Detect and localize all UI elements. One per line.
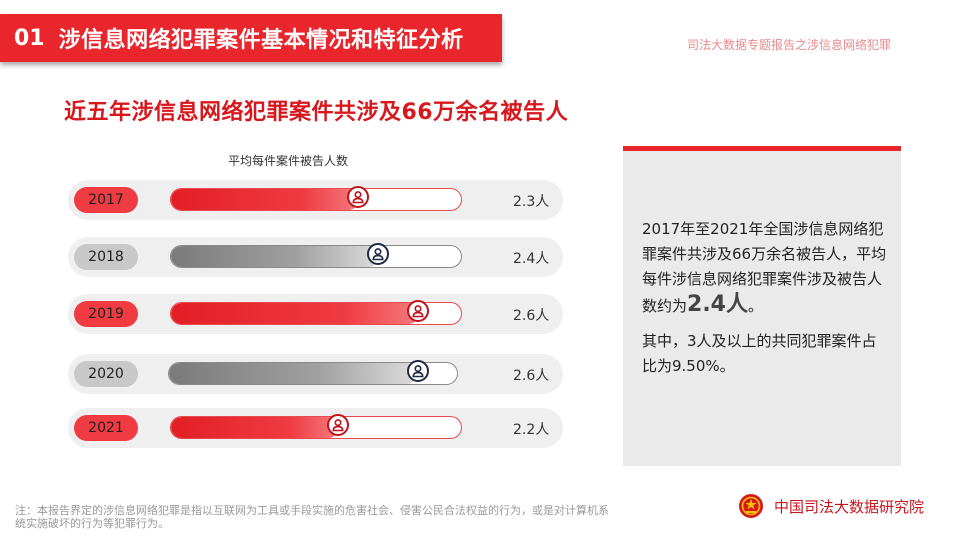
bar-fill xyxy=(169,363,417,384)
value-label: 2.4人 xyxy=(513,251,550,267)
report-series-title: 司法大数据专题报告之涉信息网络犯罪 xyxy=(686,38,891,52)
chart-row-2021: 2021 2.2人 xyxy=(68,408,563,448)
info-paragraph-1-end: 。 xyxy=(748,297,764,315)
year-label: 2017 xyxy=(74,187,138,213)
section-title: 涉信息网络犯罪案件基本情况和特征分析 xyxy=(58,28,464,53)
info-paragraph-1-text: 2017年至2021年全国涉信息网络犯罪案件共涉及66万余名被告人，平均每件涉信… xyxy=(642,220,887,315)
chart-row-2018: 2018 2.4人 xyxy=(68,237,563,277)
court-emblem-icon xyxy=(739,494,763,518)
average-defendants-highlight: 2.4人 xyxy=(687,292,748,317)
bar-track xyxy=(170,188,462,211)
chart-caption: 平均每件案件被告人数 xyxy=(228,154,349,168)
info-paragraph-1: 2017年至2021年全国涉信息网络犯罪案件共涉及66万余名被告人，平均每件涉信… xyxy=(642,217,887,319)
organization-name: 中国司法大数据研究院 xyxy=(774,497,925,516)
bar-fill xyxy=(171,417,339,438)
bar-track xyxy=(170,302,462,325)
value-label: 2.2人 xyxy=(513,422,550,438)
bar-track xyxy=(168,362,458,385)
bar-fill xyxy=(171,303,419,324)
chart-row-2020: 2020 2.6人 xyxy=(68,354,563,394)
chart-row-2017: 2017 2.3人 xyxy=(68,180,563,220)
value-label: 2.3人 xyxy=(513,194,550,210)
section-number: 01 xyxy=(14,25,45,51)
person-icon xyxy=(367,243,389,265)
footnote: 注：本报告界定的涉信息网络犯罪是指以互联网为工具或手段实施的危害社会、侵害公民合… xyxy=(15,504,609,530)
bar-track xyxy=(170,245,462,268)
person-icon xyxy=(407,360,429,382)
bar-track xyxy=(170,416,462,439)
organization-logo-block: 中国司法大数据研究院 xyxy=(738,493,924,519)
year-label: 2019 xyxy=(74,301,138,327)
person-icon xyxy=(327,414,349,436)
year-label: 2018 xyxy=(74,244,138,270)
page-headline: 近五年涉信息网络犯罪案件共涉及66万余名被告人 xyxy=(64,100,569,125)
year-label: 2020 xyxy=(74,361,138,387)
section-banner: 01 涉信息网络犯罪案件基本情况和特征分析 xyxy=(0,14,502,62)
info-text: 2017年至2021年全国涉信息网络犯罪案件共涉及66万余名被告人，平均每件涉信… xyxy=(642,217,887,379)
person-icon xyxy=(407,300,429,322)
value-label: 2.6人 xyxy=(513,368,550,384)
year-label: 2021 xyxy=(74,415,138,441)
person-icon xyxy=(347,186,369,208)
chart-row-2019: 2019 2.6人 xyxy=(68,294,563,334)
value-label: 2.6人 xyxy=(513,308,550,324)
bar-fill xyxy=(171,246,379,267)
info-panel: 2017年至2021年全国涉信息网络犯罪案件共涉及66万余名被告人，平均每件涉信… xyxy=(623,146,901,466)
info-paragraph-2: 其中，3人及以上的共同犯罪案件占比为9.50%。 xyxy=(642,332,877,375)
bar-fill xyxy=(171,189,359,210)
